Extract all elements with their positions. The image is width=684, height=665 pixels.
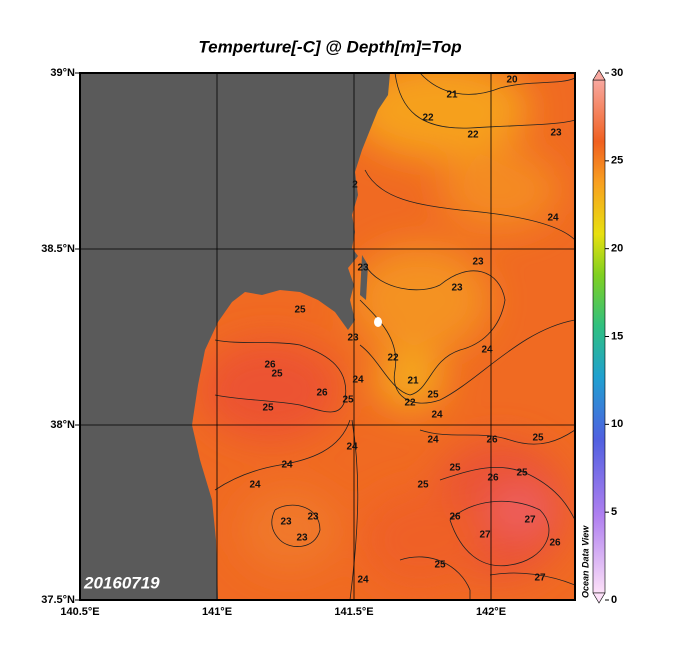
colorbar-scale xyxy=(592,79,606,594)
contour-label: 23 xyxy=(472,257,484,268)
contour-label: 24 xyxy=(352,375,364,386)
lon-label: 140.5°E xyxy=(60,606,99,618)
contour-label: 24 xyxy=(431,410,443,421)
contour-label: 26 xyxy=(316,388,328,399)
contour-label: 27 xyxy=(524,515,536,526)
contour-label: 25 xyxy=(449,463,461,474)
contour-label: 24 xyxy=(547,213,559,224)
colorbar-tick-label: 0 xyxy=(611,594,617,606)
contour-label: 26 xyxy=(549,538,561,549)
colorbar-tick-label: 5 xyxy=(611,506,617,518)
map-frame xyxy=(79,72,576,601)
contour-label: 22 xyxy=(404,398,416,409)
colorbar-tick-label: 25 xyxy=(611,155,623,167)
contour-label: 25 xyxy=(294,305,306,316)
contour-label: 24 xyxy=(357,575,369,586)
contour-label: 21 xyxy=(446,90,458,101)
contour-label: 26 xyxy=(449,512,461,523)
contour-label: 25 xyxy=(271,369,283,380)
contour-label: 2 xyxy=(352,180,358,191)
contour-label: 23 xyxy=(347,333,359,344)
colorbar-tick-label: 15 xyxy=(611,330,623,342)
colorbar-arrow xyxy=(592,592,606,604)
contour-label: 21 xyxy=(407,376,419,387)
contour-label: 26 xyxy=(264,360,276,371)
contour-label: 23 xyxy=(280,517,292,528)
contour-label: 26 xyxy=(487,473,499,484)
contour-label: 23 xyxy=(451,283,463,294)
lon-label: 141°E xyxy=(202,606,232,618)
contour-label: 24 xyxy=(427,435,439,446)
contour-label: 25 xyxy=(516,468,528,479)
lat-label: 39°N xyxy=(50,67,75,79)
lon-label: 142°E xyxy=(476,606,506,618)
contour-label: 23 xyxy=(550,128,562,139)
lat-label: 37.5°N xyxy=(41,594,75,606)
contour-label: 25 xyxy=(262,403,274,414)
contour-label: 27 xyxy=(534,573,546,584)
contour-label: 26 xyxy=(486,435,498,446)
date-label: 20160719 xyxy=(83,573,160,592)
temperature-field xyxy=(200,73,570,590)
contour-label: 24 xyxy=(249,480,261,491)
contour-label: 22 xyxy=(422,113,434,124)
map-title: Temperture[-C] @ Depth[m]=Top xyxy=(198,37,461,56)
contour-label: 25 xyxy=(417,480,429,491)
colorbar-tick-label: 20 xyxy=(611,243,623,255)
contour-label: 24 xyxy=(281,460,293,471)
colorbar-tick-label: 10 xyxy=(611,418,623,430)
contour-label: 24 xyxy=(481,345,493,356)
colorbar-arrow xyxy=(592,69,606,81)
contours xyxy=(214,73,575,600)
contour-label: 22 xyxy=(387,353,399,364)
contour-label: 23 xyxy=(307,512,319,523)
contour-label: 22 xyxy=(467,130,479,141)
contour-label: 20 xyxy=(506,75,518,86)
contour-label: 25 xyxy=(427,390,439,401)
contour-label: 23 xyxy=(357,263,369,274)
contour-label: 23 xyxy=(296,533,308,544)
land xyxy=(80,73,390,600)
land xyxy=(360,255,368,300)
lat-label: 38.5°N xyxy=(41,243,75,255)
credit: Ocean Data View xyxy=(580,525,590,598)
lat-label: 38°N xyxy=(50,419,75,431)
colorbar: 0 5 10 15 20 25 30 xyxy=(592,67,623,606)
graticule xyxy=(80,73,575,600)
contour-label: 25 xyxy=(532,433,544,444)
island xyxy=(374,317,382,327)
contour-label: 25 xyxy=(434,560,446,571)
lon-label: 141.5°E xyxy=(334,606,373,618)
contour-label: 25 xyxy=(342,395,354,406)
contour-label: 24 xyxy=(346,442,358,453)
contour-label: 27 xyxy=(479,530,491,541)
colorbar-tick-label: 30 xyxy=(611,67,623,79)
